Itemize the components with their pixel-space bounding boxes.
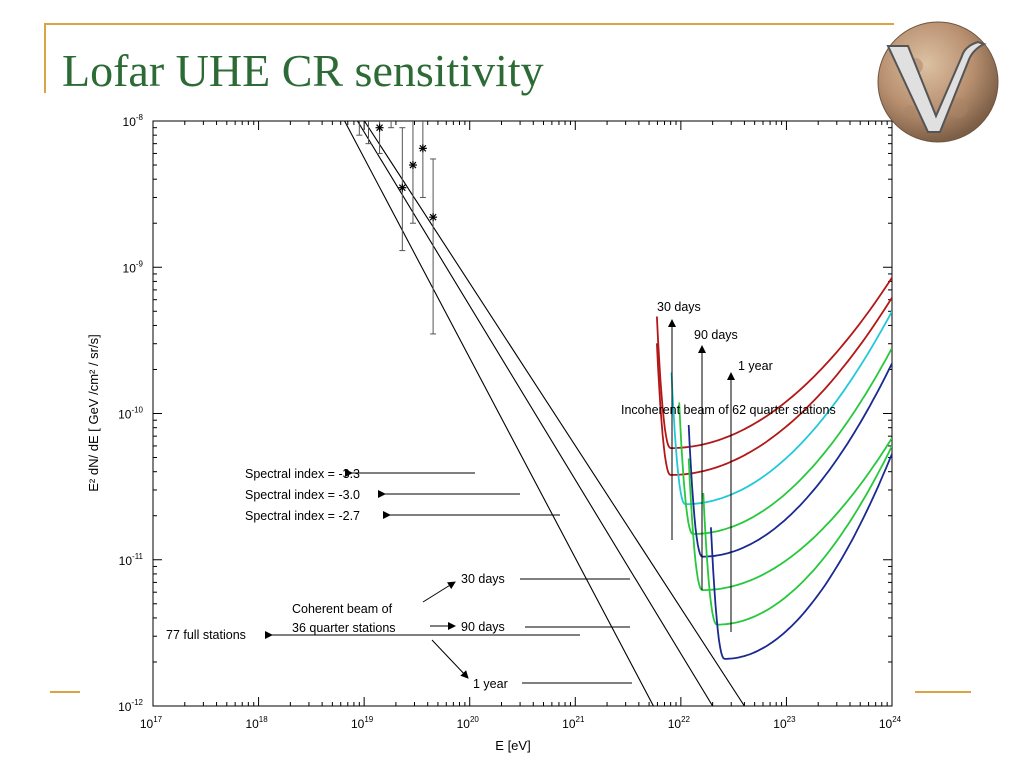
measured-flux-points <box>259 3 438 335</box>
coherent-1-year: 1 year <box>473 677 508 691</box>
flux-point <box>375 121 384 154</box>
arrow-coherent-to-1-year <box>431 639 469 679</box>
incoherent-title: Incoherent beam of 62 quarter stations <box>621 403 836 417</box>
flux-point <box>356 121 363 136</box>
spectral-line-1 <box>356 121 714 706</box>
flux-point <box>398 127 407 252</box>
x-tick-label: 1021 <box>562 715 585 731</box>
flux-point <box>271 15 325 23</box>
flux-point <box>408 121 417 224</box>
spectral-label-3-3: Spectral index = -3.3 <box>245 467 360 481</box>
y-tick-label: 10-8 <box>123 113 144 129</box>
axis-ticks <box>152 120 893 707</box>
sensitivity-curves <box>656 277 892 660</box>
spectral-label-2-7: Spectral index = -2.7 <box>245 509 360 523</box>
x-tick-label: 1023 <box>773 715 796 731</box>
y-axis-label: E² dN/ dE [ GeV /cm² / sr/s] <box>86 334 101 491</box>
x-tick-label: 1020 <box>457 715 480 731</box>
spectral-label-3-0: Spectral index = -3.0 <box>245 488 360 502</box>
x-tick-label: 1017 <box>140 715 163 731</box>
slide-title: Lofar UHE CR sensitivity <box>62 45 544 96</box>
flux-point <box>259 3 323 11</box>
accent-rule-bottom-left <box>50 691 80 693</box>
spectral-lines <box>343 121 745 706</box>
x-tick-label: 1018 <box>245 715 268 731</box>
flux-point <box>418 121 427 198</box>
axis-tick-labels: 1017 1018 1019 1020 1021 1022 1023 1024 10-8 10-9… <box>118 113 902 731</box>
sensitivity-curve-incoherent <box>656 277 892 449</box>
flux-point <box>280 32 332 40</box>
accent-rule-left <box>44 23 46 93</box>
sensitivity-curve-incoherent <box>656 297 892 476</box>
x-tick-label: 1024 <box>879 715 902 731</box>
incoherent-1-year: 1 year <box>738 359 773 373</box>
nu-moon-logo-icon <box>877 21 999 143</box>
incoherent-90-days: 90 days <box>694 328 738 342</box>
coherent-title-line2: 36 quarter stations <box>292 621 396 635</box>
coherent-title-line1: Coherent beam of <box>292 602 393 616</box>
annotation-leaders <box>265 319 735 684</box>
x-axis-label: E [eV] <box>495 738 530 753</box>
y-tick-label: 10-9 <box>123 259 144 275</box>
coherent-90-days: 90 days <box>461 620 505 634</box>
flux-point <box>365 121 372 145</box>
y-tick-label: 10-10 <box>118 406 143 422</box>
y-tick-label: 10-11 <box>119 552 144 568</box>
flux-point <box>388 121 395 129</box>
spectral-line-2 <box>363 121 745 706</box>
spectral-line-0 <box>343 121 654 706</box>
coherent-30-days: 30 days <box>461 572 505 586</box>
sensitivity-curve-coherent <box>687 437 892 591</box>
accent-rule-top <box>44 23 894 25</box>
sensitivity-curve-coherent <box>710 453 892 660</box>
accent-rule-bottom-right <box>915 691 971 693</box>
x-tick-label: 1022 <box>668 715 691 731</box>
annotation-labels: Spectral index = -3.3 Spectral index = -… <box>166 300 836 691</box>
flux-point <box>429 158 438 335</box>
incoherent-30-days: 30 days <box>657 300 701 314</box>
arrow-coherent-to-30-days <box>422 581 456 603</box>
full-stations-label: 77 full stations <box>166 628 246 642</box>
x-tick-label: 1019 <box>351 715 374 731</box>
y-tick-label: 10-12 <box>118 698 143 714</box>
